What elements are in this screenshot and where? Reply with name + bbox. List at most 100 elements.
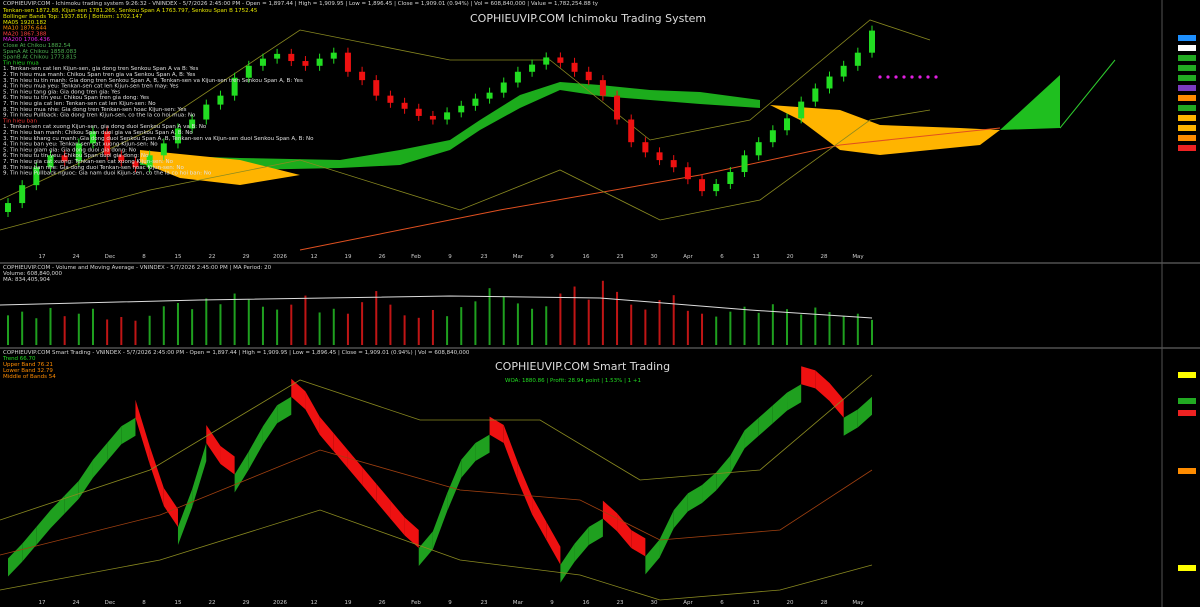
- volume-bar: [559, 293, 562, 345]
- date-label: Feb: [411, 600, 421, 606]
- trend-ribbon: [362, 467, 377, 502]
- trend-ribbon: [857, 396, 872, 428]
- candle: [670, 160, 677, 168]
- lower-band: [0, 509, 873, 601]
- legend-item: Trend 66.70: [2, 356, 36, 362]
- volume-bar: [148, 315, 151, 345]
- watermark: COPHIEUVIP.COM Ichimoku Trading System: [470, 12, 706, 25]
- candle: [798, 101, 805, 119]
- trend-ribbon: [376, 483, 391, 519]
- volume-bar: [346, 313, 349, 345]
- date-label: 28: [821, 254, 828, 260]
- trend-ribbon: [631, 530, 646, 557]
- panel-header: COPHIEUVIP.COM Smart Trading - VNINDEX -…: [3, 350, 470, 356]
- price-tag: [1178, 85, 1196, 91]
- ma-label: MA: 834,405,904: [3, 277, 51, 283]
- trend-ribbon: [291, 378, 306, 410]
- trend-ribbon: [617, 513, 632, 548]
- trend-ribbon: [517, 462, 533, 515]
- candle: [571, 62, 578, 72]
- date-label: 6: [720, 254, 724, 260]
- date-label: Dec: [105, 600, 116, 606]
- date-label: May: [852, 600, 864, 606]
- candle: [769, 130, 776, 143]
- trend-ribbon: [588, 518, 603, 545]
- future-marker: [926, 75, 930, 79]
- date-label: 24: [73, 600, 80, 606]
- date-label: 13: [753, 600, 760, 606]
- volume-bar: [630, 304, 633, 345]
- volume-bar: [389, 304, 392, 345]
- trend-ribbon: [404, 517, 419, 548]
- candle: [699, 179, 706, 192]
- bollinger-top: [0, 19, 931, 201]
- panel-header: COPHIEUVIP.COM - Ichimoku trading system…: [3, 1, 599, 7]
- candle: [500, 82, 507, 93]
- volume-bar: [91, 308, 94, 345]
- trend-ribbon: [50, 495, 65, 529]
- candle: [854, 52, 861, 66]
- volume-bar: [686, 310, 689, 345]
- indicator-line: MA05 1920.182: [3, 20, 47, 26]
- trend-ribbon: [801, 366, 816, 389]
- buy-title: Tin hieu mua: [2, 60, 39, 66]
- buy-signal: 6. Tin hieu tu tin yeu: Chikou Span tren…: [3, 95, 149, 101]
- volume-ma: [0, 295, 873, 319]
- volume-bar: [587, 299, 590, 345]
- buy-signal: 2. Tin hieu mua manh: Chikou Span tren g…: [3, 72, 195, 78]
- indicator-line: SpanA At Chikou 1858.083: [3, 49, 77, 55]
- date-label: Mar: [513, 600, 524, 606]
- price-tag: [1178, 145, 1196, 151]
- trend-ribbon: [730, 430, 745, 474]
- future-marker: [910, 75, 914, 79]
- candle: [628, 119, 635, 143]
- date-label: 26: [379, 600, 386, 606]
- volume-bar: [375, 291, 378, 345]
- legend-item: Middle of Bands 54: [3, 374, 56, 380]
- date-label: May: [852, 254, 864, 260]
- candle: [529, 64, 536, 72]
- candle: [344, 52, 351, 72]
- ma200-line: [299, 127, 1001, 251]
- candle: [104, 131, 111, 156]
- ichimoku-cloud-orange: [140, 150, 300, 185]
- volume-bar: [318, 312, 321, 345]
- trend-ribbon: [758, 405, 773, 436]
- trend-ribbon: [744, 417, 759, 449]
- price-tag: [1178, 55, 1196, 61]
- buy-signal: 8. Tin hieu mua nhe: Gia dong tren Tenka…: [3, 107, 187, 113]
- date-label: 16: [583, 254, 590, 260]
- trend-ribbon: [8, 543, 23, 577]
- date-label: 8: [142, 600, 146, 606]
- trend-ribbon: [277, 396, 292, 424]
- candle: [713, 183, 720, 192]
- trend-ribbon: [78, 459, 93, 499]
- volume-bar: [701, 313, 704, 345]
- candle: [89, 131, 96, 144]
- volume-bar: [644, 309, 647, 345]
- trend-ribbon: [163, 488, 178, 527]
- indicator-line: MA200 1706.436: [3, 37, 50, 43]
- trend-ribbon: [192, 443, 207, 508]
- candle: [684, 167, 691, 180]
- trend-ribbon: [673, 493, 688, 529]
- candle: [33, 167, 40, 186]
- date-label: 23: [617, 600, 624, 606]
- volume-bar: [290, 304, 293, 345]
- volume-bar: [446, 316, 449, 345]
- trend-ribbon: [234, 451, 249, 493]
- sell-signal: 8. Tin hieu ban nhe: Gia dong duoi Tenka…: [3, 165, 185, 171]
- sell-signal: 9. Tin hieu Pullback nguoc: Gia nam duoi…: [3, 171, 212, 177]
- date-label: 17: [39, 254, 46, 260]
- candle: [514, 71, 521, 83]
- volume-bar: [176, 303, 179, 345]
- volume-bar: [162, 306, 165, 345]
- candle: [231, 77, 238, 96]
- oscillator-tag: [1178, 468, 1196, 474]
- volume-bar: [247, 299, 250, 345]
- date-label: 6: [720, 600, 724, 606]
- price-tag: [1178, 65, 1196, 71]
- date-label: 23: [481, 600, 488, 606]
- future-marker: [934, 75, 938, 79]
